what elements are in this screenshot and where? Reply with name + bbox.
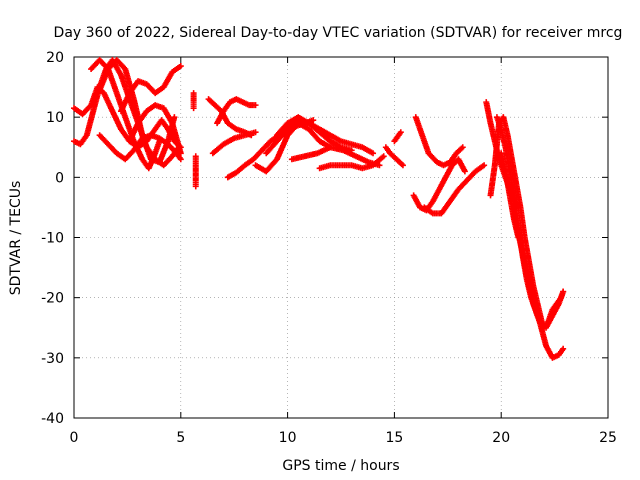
x-tick-label: 15	[385, 430, 403, 446]
y-tick-label: -10	[41, 231, 64, 247]
y-tick-label: 10	[46, 110, 64, 126]
x-tick-label: 0	[70, 430, 79, 446]
data-point	[481, 162, 488, 169]
data-point	[515, 234, 522, 241]
data-point	[560, 288, 567, 295]
data-point	[380, 153, 387, 160]
x-tick-label: 10	[279, 430, 297, 446]
data-point	[192, 183, 199, 190]
chart-title: Day 360 of 2022, Sidereal Day-to-day VTE…	[54, 25, 623, 41]
series-sat-d	[96, 57, 178, 166]
x-tick-label: 25	[599, 430, 617, 446]
series-sat-bb	[498, 150, 522, 241]
data-point	[177, 63, 184, 70]
data-point	[252, 129, 259, 136]
series-sat-w	[421, 162, 488, 217]
data-point	[399, 162, 406, 169]
y-axis-label: SDTVAR / TECUs	[8, 181, 24, 296]
series-sat-u	[412, 114, 466, 169]
series-sat-p	[273, 114, 377, 157]
series-sat-q	[288, 144, 383, 169]
series-sat-r	[316, 153, 387, 172]
data-point	[310, 117, 317, 124]
data-point	[177, 156, 184, 163]
data-point	[376, 162, 383, 169]
x-tick-label: 5	[176, 430, 185, 446]
data-point	[370, 150, 377, 157]
data-point	[252, 102, 259, 109]
grid	[74, 57, 608, 418]
data-point	[461, 168, 468, 175]
y-tick-label: -20	[41, 291, 64, 307]
series-sat-i	[192, 153, 199, 190]
y-tick-label: 20	[46, 50, 64, 66]
series-sat-k	[214, 96, 259, 127]
series-sat-s	[391, 129, 404, 145]
series-sat-g	[126, 102, 184, 157]
x-tick-label: 20	[492, 430, 510, 446]
data-point	[177, 150, 184, 157]
data-point	[560, 345, 567, 352]
x-axis-label: GPS time / hours	[282, 458, 399, 474]
data-point	[171, 114, 178, 121]
y-tick-label: -30	[41, 351, 64, 367]
axis-ticks: 0 5 10 15 20 25 -40 -30 -20 -10 0 10 20	[41, 50, 617, 446]
series-sat-f	[117, 63, 184, 115]
series-sat-h	[190, 90, 197, 112]
data-point	[190, 105, 197, 112]
series-sat-v	[410, 156, 468, 214]
series-sat-l	[209, 129, 259, 157]
series-sat-y	[487, 114, 567, 331]
data-point	[459, 144, 466, 151]
data-points	[71, 57, 567, 361]
y-tick-label: 0	[55, 170, 64, 186]
data-point	[156, 138, 163, 145]
y-tick-label: -40	[41, 411, 64, 427]
series-sat-t	[382, 144, 406, 169]
data-point	[397, 129, 404, 136]
